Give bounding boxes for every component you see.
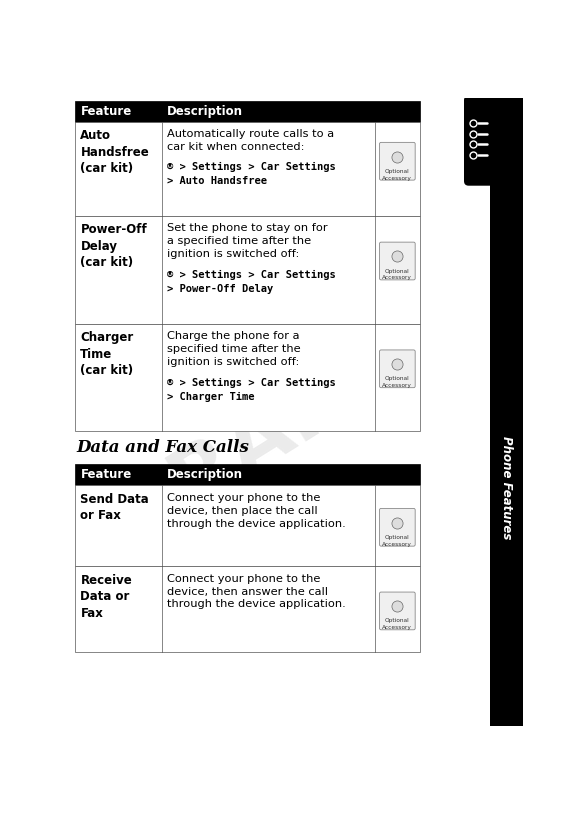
Text: Charger
Time
(car kit): Charger Time (car kit) xyxy=(80,331,134,377)
Text: Charge the phone for a
specified time after the
ignition is switched off:: Charge the phone for a specified time af… xyxy=(167,331,301,367)
Text: ® > Settings > Car Settings
> Power-Off Delay: ® > Settings > Car Settings > Power-Off … xyxy=(167,270,336,294)
Bar xyxy=(75,323,420,432)
Text: Feature: Feature xyxy=(80,105,132,118)
Bar xyxy=(490,98,523,726)
Text: Phone Features: Phone Features xyxy=(500,436,513,539)
Bar xyxy=(75,122,420,215)
Text: Description: Description xyxy=(167,105,243,118)
Text: Description: Description xyxy=(167,468,243,481)
Bar xyxy=(75,101,420,122)
Bar xyxy=(75,486,420,566)
Text: DRAFT: DRAFT xyxy=(98,326,405,561)
FancyBboxPatch shape xyxy=(464,95,528,186)
Text: Power-Off
Delay
(car kit): Power-Off Delay (car kit) xyxy=(80,224,147,269)
Text: Optional: Optional xyxy=(385,534,410,539)
FancyBboxPatch shape xyxy=(379,242,415,280)
Text: Accessory: Accessory xyxy=(382,542,413,547)
Text: Auto
Handsfree
(car kit): Auto Handsfree (car kit) xyxy=(80,130,149,175)
Text: Accessory: Accessory xyxy=(382,175,413,180)
Text: Automatically route calls to a
car kit when connected:: Automatically route calls to a car kit w… xyxy=(167,130,334,153)
Text: Connect your phone to the
device, then place the call
through the device applica: Connect your phone to the device, then p… xyxy=(167,493,346,529)
FancyBboxPatch shape xyxy=(379,350,415,388)
Bar xyxy=(75,215,420,323)
Text: Feature: Feature xyxy=(80,468,132,481)
Text: Optional: Optional xyxy=(385,169,410,174)
Bar xyxy=(75,566,420,652)
Bar xyxy=(75,464,420,486)
Text: Data and Fax Calls: Data and Fax Calls xyxy=(77,439,249,456)
Text: ® > Settings > Car Settings
> Auto Handsfree: ® > Settings > Car Settings > Auto Hands… xyxy=(167,162,336,186)
Text: Optional: Optional xyxy=(385,619,410,623)
Text: ® > Settings > Car Settings
> Charger Time: ® > Settings > Car Settings > Charger Ti… xyxy=(167,378,336,402)
Text: Set the phone to stay on for
a specified time after the
ignition is switched off: Set the phone to stay on for a specified… xyxy=(167,224,328,259)
Text: Optional: Optional xyxy=(385,268,410,273)
Text: Send Data
or Fax: Send Data or Fax xyxy=(80,493,149,522)
Text: Accessory: Accessory xyxy=(382,276,413,281)
Text: Accessory: Accessory xyxy=(382,625,413,631)
Text: 83: 83 xyxy=(497,709,517,723)
FancyBboxPatch shape xyxy=(379,508,415,546)
Text: Connect your phone to the
device, then answer the call
through the device applic: Connect your phone to the device, then a… xyxy=(167,574,346,610)
FancyBboxPatch shape xyxy=(379,592,415,630)
Text: Receive
Data or
Fax: Receive Data or Fax xyxy=(80,574,132,620)
Text: Optional: Optional xyxy=(385,376,410,381)
FancyBboxPatch shape xyxy=(379,142,415,180)
Text: Accessory: Accessory xyxy=(382,384,413,388)
